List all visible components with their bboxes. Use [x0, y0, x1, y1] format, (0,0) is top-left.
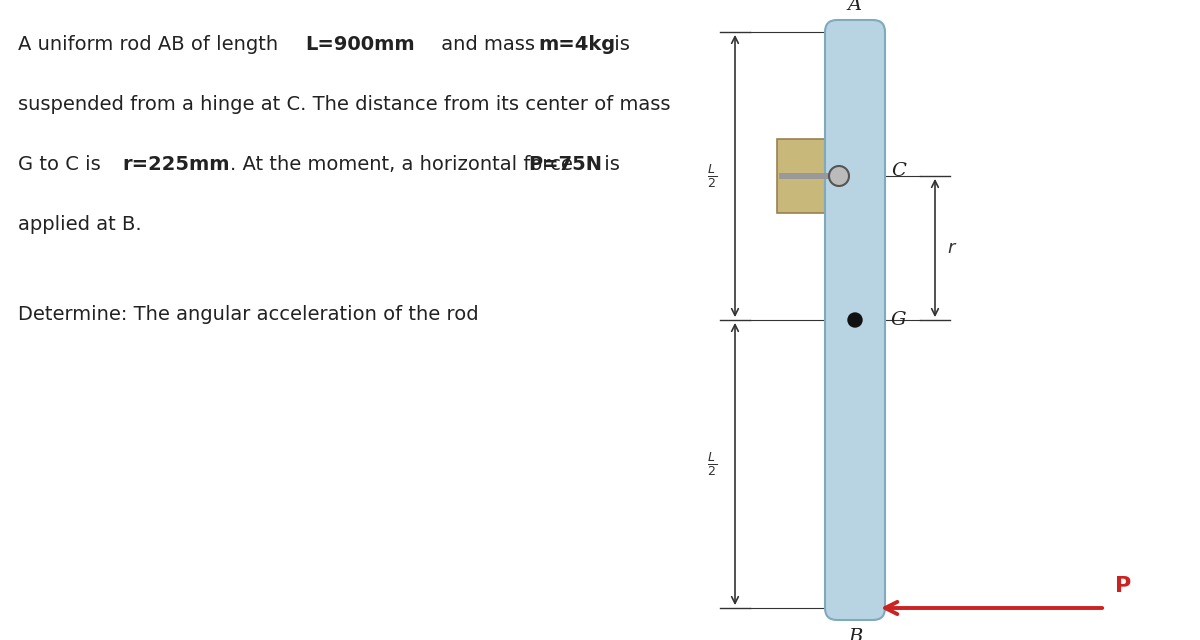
Text: $r$: $r$	[947, 239, 958, 257]
Circle shape	[829, 166, 850, 186]
Text: $\frac{L}{2}$: $\frac{L}{2}$	[707, 450, 718, 478]
FancyBboxPatch shape	[826, 20, 886, 620]
Bar	[779, 173, 838, 179]
Text: L=900mm: L=900mm	[305, 35, 415, 54]
Text: and mass: and mass	[434, 35, 541, 54]
Text: C: C	[890, 162, 906, 180]
Text: suspended from a hinge at C. The distance from its center of mass: suspended from a hinge at C. The distanc…	[18, 95, 671, 114]
Bar	[778, 138, 838, 214]
Text: Determine: The angular acceleration of the rod: Determine: The angular acceleration of t…	[18, 305, 479, 324]
Text: is: is	[608, 35, 630, 54]
Text: G to C is: G to C is	[18, 155, 107, 174]
Text: $\frac{L}{2}$: $\frac{L}{2}$	[707, 162, 718, 190]
Text: r=225mm: r=225mm	[122, 155, 229, 174]
Text: is: is	[598, 155, 620, 174]
Text: B: B	[848, 628, 862, 640]
Text: A uniform rod AB of length: A uniform rod AB of length	[18, 35, 284, 54]
Text: applied at B.: applied at B.	[18, 215, 142, 234]
Text: A: A	[848, 0, 862, 14]
Circle shape	[848, 313, 862, 327]
Text: G: G	[890, 311, 907, 329]
Text: P=75N: P=75N	[528, 155, 602, 174]
Text: m=4kg: m=4kg	[538, 35, 616, 54]
Text: . At the moment, a horizontal force: . At the moment, a horizontal force	[230, 155, 580, 174]
Text: P: P	[1115, 576, 1132, 596]
